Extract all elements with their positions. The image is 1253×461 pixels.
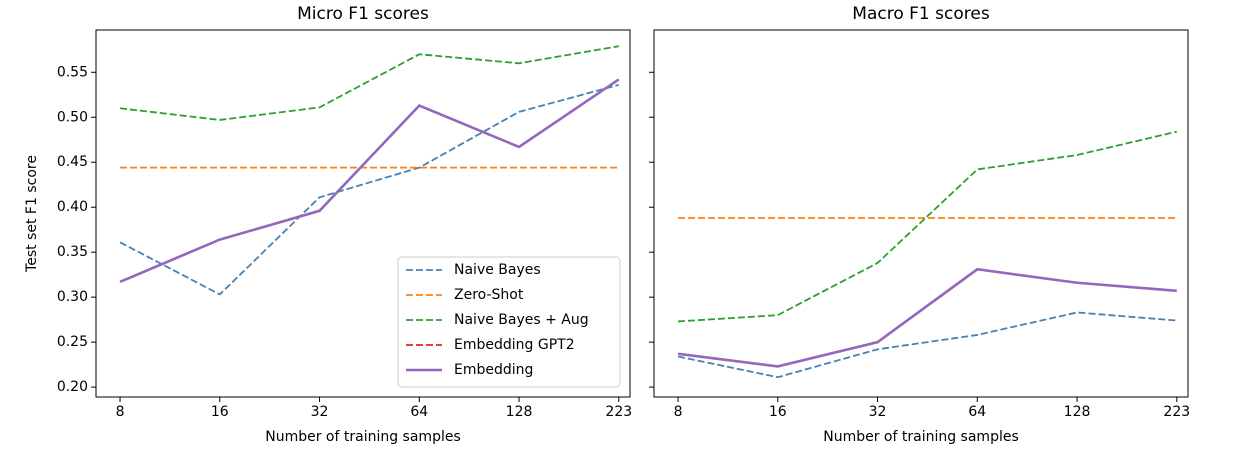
y-tick-label: 0.20 [57,379,88,395]
y-tick-label: 0.50 [57,109,88,125]
legend-label: Zero-Shot [454,287,524,303]
y-tick-label: 0.25 [57,334,88,350]
x-tick-label: 32 [311,404,329,420]
series-line [677,130,1177,323]
y-tick-label: 0.40 [57,199,88,215]
series-line [119,78,620,284]
y-tick-label: 0.30 [57,289,88,305]
legend-label: Naive Bayes [454,262,541,278]
legend-label: Naive Bayes + Aug [454,312,589,328]
x-tick-label: 8 [116,404,125,420]
chart-title: Macro F1 scores [852,4,990,24]
x-tick-label: 128 [1064,404,1091,420]
x-tick-label: 64 [410,404,428,420]
plot-frame [95,29,631,398]
legend-frame [397,256,621,388]
y-axis-label: Test set F1 score [24,155,40,273]
x-tick-label: 223 [1163,404,1190,420]
x-tick-label: 128 [506,404,533,420]
x-tick-label: 64 [968,404,986,420]
x-tick-label: 32 [869,404,887,420]
y-tick-label: 0.35 [57,244,88,260]
chart-title: Micro F1 scores [297,4,429,24]
plot-frame [653,29,1189,398]
y-tick-label: 0.55 [57,64,88,80]
x-tick-label: 8 [674,404,683,420]
series-line [677,311,1177,379]
legend-label: Embedding [454,362,533,378]
legend-label: Embedding GPT2 [454,337,575,353]
x-tick-label: 223 [605,404,632,420]
x-axis-label: Number of training samples [265,429,461,445]
series-line [119,84,620,296]
series-line [677,267,1177,368]
x-tick-label: 16 [211,404,229,420]
x-tick-label: 16 [769,404,787,420]
series-line [119,45,619,121]
y-tick-label: 0.45 [57,154,88,170]
x-axis-label: Number of training samples [823,429,1019,445]
